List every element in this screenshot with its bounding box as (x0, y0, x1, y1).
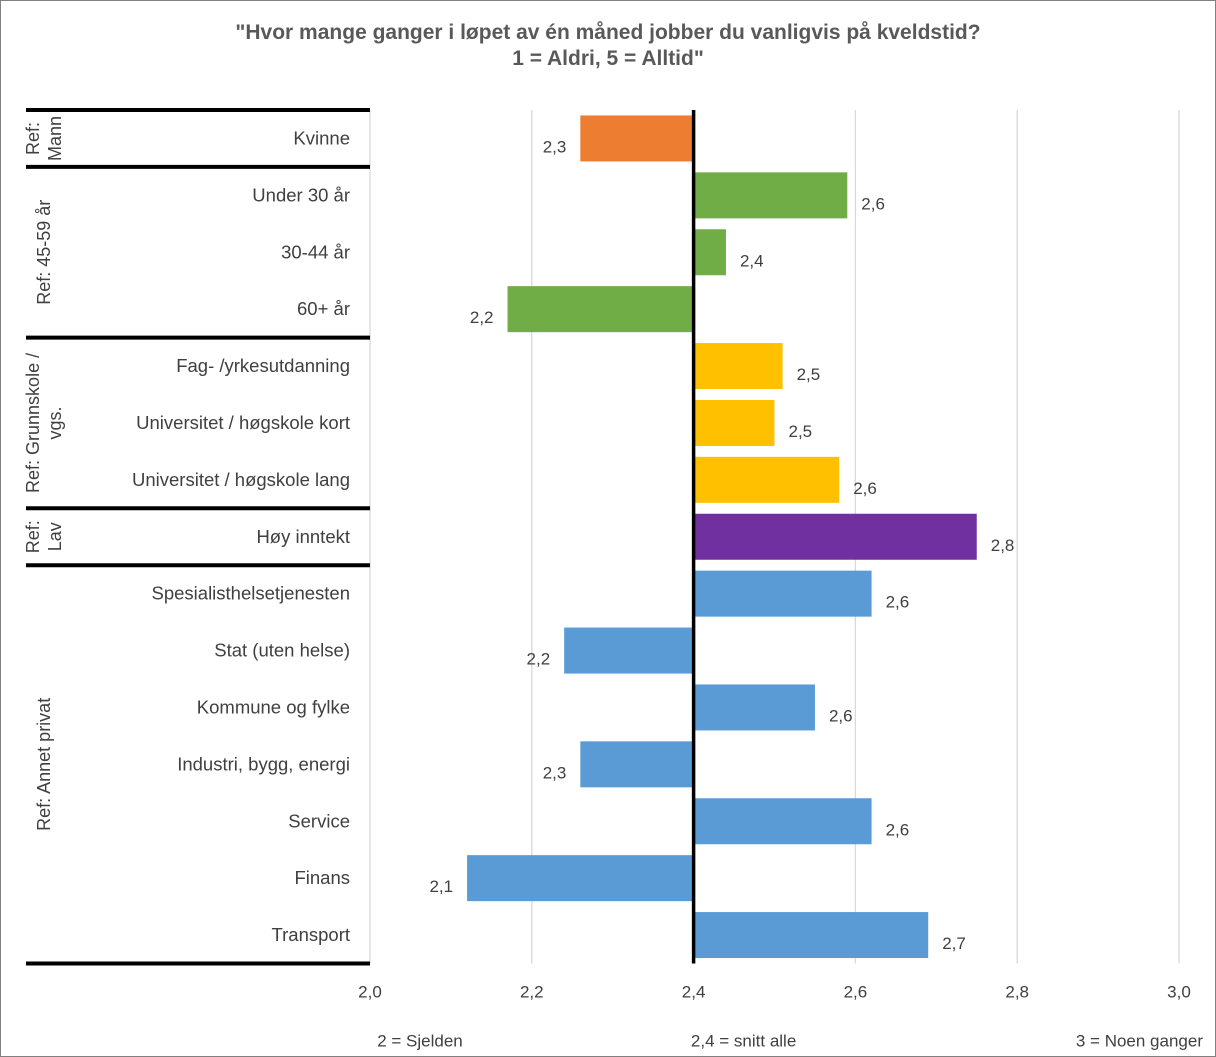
bar (693, 172, 848, 219)
category-label: Fag- /yrkesutdanning (176, 355, 350, 376)
chart-title-line-2: 1 = Aldri, 5 = Alltid" (512, 47, 704, 70)
category-label: Høy inntekt (256, 526, 350, 547)
group-label: Ref: (23, 122, 43, 155)
bar (693, 343, 783, 390)
chart-title: "Hvor mange ganger i løpet av én måned j… (0, 20, 1216, 72)
category-labels: Kvinne Under 30 år 30-44 år 60+ år Fag- /yrk… (132, 127, 350, 945)
data-label: 2,8 (991, 536, 1015, 555)
x-tick-label: 2,2 (520, 983, 544, 1002)
category-label: Kommune og fylke (197, 696, 350, 717)
gridlines (369, 110, 1180, 964)
group-label: Ref: Grunnskole / (23, 353, 43, 493)
category-label: Service (288, 810, 350, 831)
bar (580, 741, 694, 788)
bar (580, 115, 694, 162)
category-label: 60+ år (297, 298, 350, 319)
bottom-annotations: 2 = Sjelden 2,4 = snitt alle 3 = Noen gang… (377, 1032, 1203, 1051)
x-tick-label: 2,6 (844, 983, 868, 1002)
category-label: Kvinne (293, 127, 350, 148)
data-label: 2,2 (527, 650, 551, 669)
data-label: 2,4 (740, 251, 764, 270)
category-label: Under 30 år (252, 184, 350, 205)
bar (693, 798, 872, 845)
category-label: 30-44 år (281, 241, 350, 262)
data-label: 2,6 (861, 194, 885, 213)
bottom-label-center: 2,4 = snitt alle (691, 1032, 796, 1051)
category-label: Universitet / høgskole kort (136, 412, 350, 433)
bottom-label-left: 2 = Sjelden (377, 1032, 463, 1051)
data-label: 2,6 (886, 820, 910, 839)
bar (693, 513, 977, 560)
group-label: Lav (45, 522, 65, 551)
bar (693, 229, 726, 276)
bar (693, 570, 872, 617)
x-tick-label: 2,0 (358, 983, 382, 1002)
category-label: Transport (272, 924, 350, 945)
data-label: 2,6 (853, 479, 877, 498)
data-label: 2,1 (429, 877, 453, 896)
category-label: Universitet / høgskole lang (132, 469, 350, 490)
bar (693, 912, 929, 959)
data-label: 2,5 (789, 422, 813, 441)
group-label: Ref: 45-59 år (34, 200, 54, 305)
x-axis-ticks: 2,0 2,2 2,4 2,6 2,8 3,0 (358, 983, 1191, 1002)
bar (507, 286, 694, 333)
category-label: Finans (294, 867, 350, 888)
bar (564, 627, 694, 674)
x-tick-label: 3,0 (1167, 983, 1191, 1002)
group-label: Ref: Annet privat (34, 698, 54, 831)
group-label: vgs. (45, 406, 65, 439)
x-tick-label: 2,8 (1005, 983, 1029, 1002)
category-label: Industri, bygg, energi (177, 753, 350, 774)
group-label: Ref: (23, 520, 43, 553)
data-label: 2,6 (829, 706, 853, 725)
data-label: 2,3 (543, 763, 567, 782)
data-label: 2,2 (470, 308, 494, 327)
x-tick-label: 2,4 (682, 983, 706, 1002)
category-label: Stat (uten helse) (214, 640, 350, 661)
data-label: 2,3 (543, 137, 567, 156)
bottom-label-right: 3 = Noen ganger (1076, 1032, 1203, 1051)
data-label: 2,5 (797, 365, 821, 384)
bar (693, 399, 775, 446)
data-label: 2,6 (886, 593, 910, 612)
bars: 2,3 2,6 2,4 2,2 2,5 2,5 2,6 2,8 2,6 2,2 2,6 2,3 2,6 2… (429, 110, 1014, 964)
bar (467, 855, 694, 902)
category-label: Spesialisthelsetjenesten (152, 583, 351, 604)
bar (693, 456, 840, 503)
chart-title-line-1: "Hvor mange ganger i løpet av én måned j… (235, 21, 981, 44)
group-label: Mann (45, 116, 65, 161)
data-label: 2,7 (942, 934, 966, 953)
bar (693, 684, 815, 731)
